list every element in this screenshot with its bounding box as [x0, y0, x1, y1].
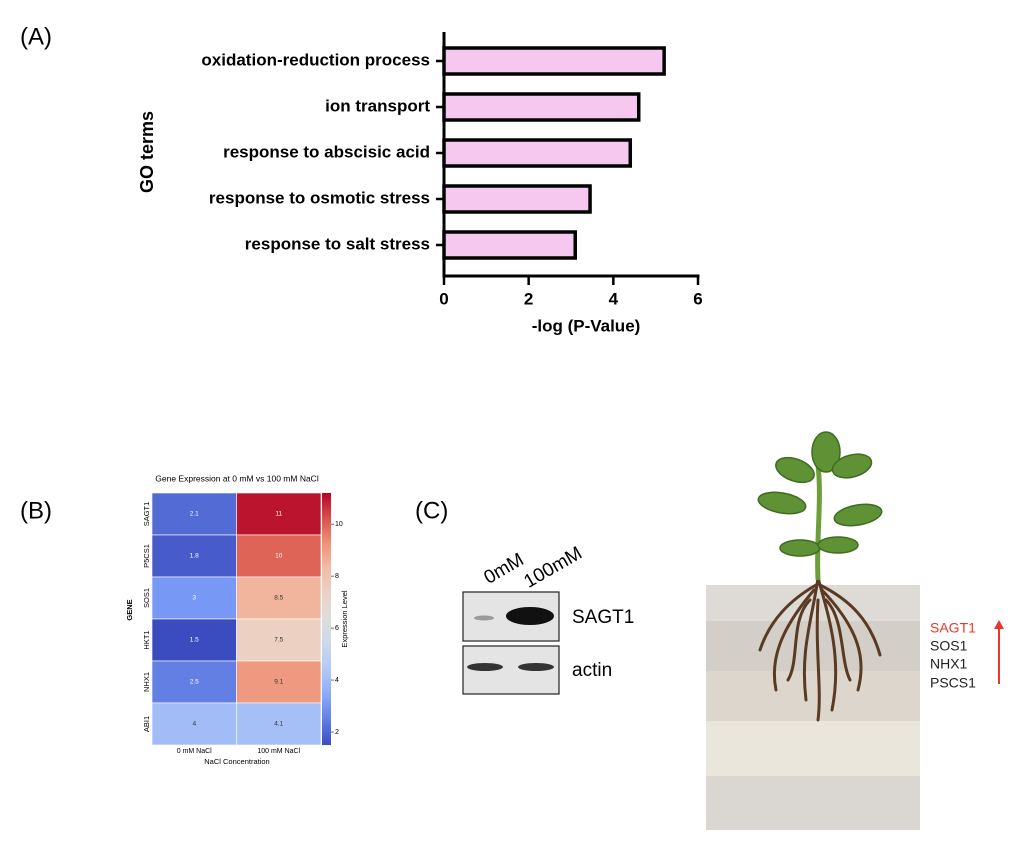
bar: [442, 138, 633, 168]
heatmap-cell: [236, 576, 322, 620]
panel-label: (C): [415, 497, 448, 524]
soil-layer: [706, 621, 920, 671]
cell-label: 3: [192, 595, 196, 602]
colorbar-tick-label: 2: [335, 729, 339, 736]
blot-band: [506, 607, 554, 625]
panel-label: (B): [20, 497, 52, 524]
cell-label: 8.5: [274, 595, 283, 602]
x-tick-label: 0: [439, 289, 448, 308]
cell-label: 9.1: [274, 679, 283, 686]
blot-band: [467, 663, 503, 671]
soil-layer: [706, 776, 920, 830]
y-tick-label: P5CS1: [142, 544, 151, 568]
bar: [442, 46, 666, 76]
heatmap-cell: [236, 702, 322, 746]
y-tick-label: oxidation-reduction process: [201, 50, 430, 69]
y-axis-label: GO terms: [137, 111, 157, 193]
soil-layer: [706, 721, 920, 776]
chart-title: Gene Expression at 0 mM vs 100 mM NaCl: [155, 473, 319, 483]
western-blot: 0mM 100mM SAGT1 actin: [462, 543, 634, 695]
bar: [442, 184, 592, 214]
heatmap-cell: [151, 534, 237, 578]
cell-label: 2.1: [190, 511, 199, 518]
lane-label: 0mM: [481, 549, 528, 588]
blot-row-label: actin: [572, 660, 612, 681]
stem: [815, 464, 822, 581]
plant-illustration: SAGT1 SOS1 NHX1 PSCS1: [706, 431, 1004, 830]
cell-label: 4: [192, 721, 196, 728]
roots: [758, 576, 882, 722]
colorbar-tick-label: 8: [335, 573, 339, 580]
y-tick-label: response to abscisic acid: [223, 142, 430, 161]
bar: [442, 92, 641, 122]
y-tick-label: HKT1: [142, 630, 151, 649]
x-tick-label: 6: [693, 289, 702, 308]
cell-label: 4.1: [274, 721, 283, 728]
colorbar: [322, 493, 331, 745]
colorbar-tick-label: 4: [335, 677, 339, 684]
y-axis-label: GENE: [125, 599, 134, 620]
heatmap-cell: [236, 660, 322, 704]
x-tick-label: 100 mM NaCl: [257, 748, 300, 755]
gene-label: SAGT1: [930, 620, 976, 636]
cell-label: 11: [275, 511, 282, 518]
colorbar-tick-label: 10: [335, 521, 343, 528]
panel-label: (A): [20, 23, 52, 50]
y-tick-label: response to salt stress: [245, 234, 430, 253]
cell-label: 1.5: [190, 637, 199, 644]
leaves: [757, 431, 883, 557]
lane-label: 100mM: [521, 543, 586, 593]
x-axis-label: NaCl Concentration: [204, 757, 269, 766]
soil-layer: [706, 671, 920, 721]
y-tick-label: SOS1: [142, 588, 151, 608]
x-tick-label: 2: [524, 289, 533, 308]
colorbar-label: Expression Level: [340, 590, 349, 647]
blot-band: [518, 663, 554, 671]
colorbar-tick-label: 6: [335, 625, 339, 632]
cell-label: 1.8: [190, 553, 199, 560]
y-tick-label: SAGT1: [142, 502, 151, 527]
up-arrowhead: [994, 620, 1004, 629]
bar: [442, 230, 577, 260]
gene-label: SOS1: [930, 638, 968, 654]
heatmap-cell: [151, 618, 237, 662]
cell-label: 10: [275, 553, 283, 560]
y-tick-label: ABI1: [142, 716, 151, 732]
x-tick-label: 0 mM NaCl: [177, 748, 212, 755]
y-tick-label: response to osmotic stress: [209, 188, 430, 207]
y-tick-label: NHX1: [142, 672, 151, 692]
cell-label: 2.5: [190, 679, 199, 686]
y-tick-label: ion transport: [325, 96, 430, 115]
gene-label: PSCS1: [930, 675, 976, 691]
heatmap-cell: [236, 492, 322, 536]
gene-label: NHX1: [930, 656, 968, 672]
cell-label: 7.5: [274, 637, 283, 644]
blot-row-label: SAGT1: [572, 607, 634, 628]
heatmap-cell: [151, 492, 237, 536]
blot-band: [474, 615, 494, 621]
x-axis-label: -log (P-Value): [532, 316, 641, 335]
heatmap-cell: [236, 618, 322, 662]
heatmap-cell: [236, 534, 322, 578]
x-tick-label: 4: [609, 289, 619, 308]
